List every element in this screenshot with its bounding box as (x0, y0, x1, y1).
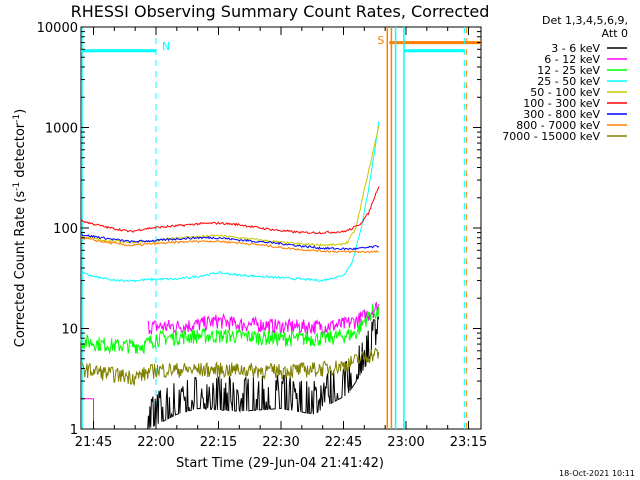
x-tick-label: 23:00 (387, 435, 424, 450)
series-line (80, 125, 380, 247)
series-line (80, 347, 380, 387)
legend-label: 800 - 7000 keV (516, 119, 600, 132)
series-line (80, 233, 380, 251)
chart-title: RHESSI Observing Summary Count Rates, Co… (71, 2, 490, 21)
series-line (80, 186, 380, 235)
legend-label: 3 - 6 keV (551, 42, 600, 55)
legend-label: 25 - 50 keV (537, 75, 600, 88)
legend-label: 12 - 25 keV (537, 64, 600, 77)
series-line (147, 314, 380, 430)
legend-label: 7000 - 15000 keV (502, 130, 600, 143)
x-tick-label: 22:15 (200, 435, 237, 450)
night-marker-label: N (162, 40, 170, 53)
plot-frame (80, 26, 482, 430)
generated-timestamp: 18-Oct-2021 10:11 (559, 469, 635, 478)
y-axis-label-mid: detector (13, 122, 28, 182)
y-axis-label-main: Corrected Count Rate (s (13, 191, 28, 348)
y-axis-label-sup1: -1 (12, 182, 22, 191)
series-line (80, 120, 380, 283)
x-tick-label: 22:45 (325, 435, 362, 450)
y-axis-label-sup2: -1 (12, 114, 22, 123)
x-tick-label: 23:15 (450, 435, 487, 450)
saa-marker-label: S (377, 34, 384, 47)
y-tick-label: 10000 (37, 21, 78, 36)
y-axis-label-end: ) (13, 109, 28, 114)
series-line (147, 301, 380, 335)
legend-label: 100 - 300 keV (523, 97, 600, 110)
y-axis-label: Corrected Count Rate (s-1 detector-1) (12, 109, 28, 347)
legend-header-2: Att 0 (602, 27, 628, 40)
y-tick-label: 1000 (45, 122, 78, 137)
legend-label: 50 - 100 keV (530, 86, 600, 99)
y-tick-label: 1 (70, 423, 78, 438)
legend-label: 6 - 12 keV (544, 53, 600, 66)
x-tick-label: 22:30 (262, 435, 299, 450)
y-tick-label: 100 (53, 222, 78, 237)
series-line (80, 304, 380, 355)
legend-header-1: Det 1,3,4,5,6,9, (542, 14, 628, 27)
series-line (80, 236, 379, 254)
x-axis-label: Start Time (29-Jun-04 21:41:42) (176, 456, 384, 471)
legend-label: 300 - 800 keV (523, 108, 600, 121)
y-tick-label: 10 (61, 323, 78, 338)
x-tick-label: 21:45 (75, 435, 112, 450)
x-tick-label: 22:00 (137, 435, 174, 450)
